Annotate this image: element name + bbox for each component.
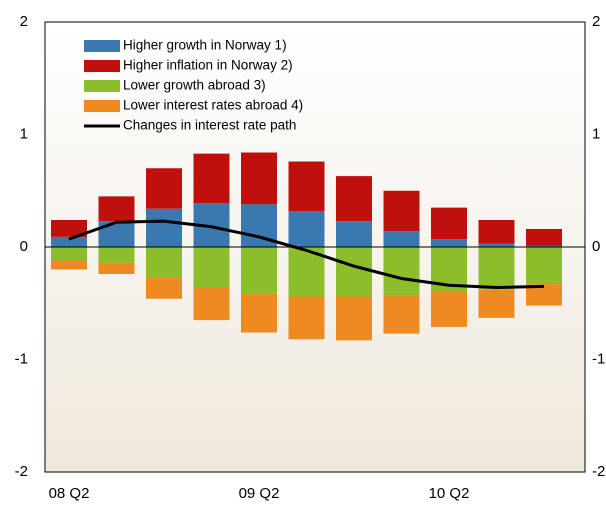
bar-segment [288, 161, 325, 211]
y-tick-label: 1 [20, 125, 28, 142]
bar-segment [51, 236, 87, 247]
legend-label: Lower growth abroad 3) [123, 78, 266, 93]
bar-segment [478, 220, 515, 244]
bar-segment [288, 296, 325, 340]
legend-swatch [84, 60, 120, 72]
bar-segment [51, 247, 87, 261]
bar-segment [146, 247, 182, 278]
y-tick-label: 2 [20, 13, 28, 30]
legend-label: Higher growth in Norway 1) [123, 38, 287, 53]
bar-segment [526, 229, 562, 246]
bar-segment [146, 208, 182, 247]
bar-segment [241, 293, 277, 333]
y2-tick-label: -2 [592, 463, 605, 480]
bar-segment [241, 152, 277, 205]
bar-segment [431, 207, 467, 240]
y2-tick-label: 0 [592, 238, 600, 255]
bar-segment [383, 231, 420, 247]
y-tick-label: 0 [20, 238, 28, 255]
bar-segment [146, 277, 182, 299]
y2-tick-label: 1 [592, 125, 600, 142]
bar-segment [526, 245, 562, 247]
x-tick-label: 08 Q2 [49, 485, 90, 502]
bar-segment [241, 247, 277, 294]
bar-segment [478, 243, 515, 247]
y-tick-label: -2 [15, 463, 28, 480]
bar-segment [431, 239, 467, 247]
legend-label: Changes in interest rate path [123, 118, 296, 133]
bar-segment [98, 221, 135, 247]
legend-label: Higher inflation in Norway 2) [123, 58, 293, 73]
bar-segment [526, 247, 562, 285]
bar-segment [146, 168, 182, 209]
bar-segment [336, 176, 372, 222]
bar-segment [383, 295, 420, 334]
bar-segment [51, 260, 87, 270]
legend-swatch [84, 80, 120, 92]
bar-segment [336, 221, 372, 247]
bar-segment [383, 190, 420, 232]
bar-segment [288, 211, 325, 247]
bar-segment [193, 247, 230, 288]
bar-segment [336, 247, 372, 297]
bar-segment [431, 292, 467, 327]
bar-segment [193, 153, 230, 204]
legend-label: Lower interest rates abroad 4) [123, 98, 303, 113]
bar-segment [383, 247, 420, 296]
bar-segment [98, 247, 135, 263]
y-tick-label: -1 [15, 350, 28, 367]
y2-tick-label: -1 [592, 350, 605, 367]
x-tick-label: 09 Q2 [239, 485, 280, 502]
y2-tick-label: 2 [592, 13, 600, 30]
bar-segment [98, 196, 135, 222]
line-series [68, 219, 545, 290]
bar-segment [478, 247, 515, 290]
bar-segment [336, 296, 372, 341]
legend-swatch [84, 40, 120, 52]
bar-segment [51, 220, 87, 237]
bar-segment [193, 287, 230, 321]
bar-segment [478, 289, 515, 318]
x-tick-label: 10 Q2 [429, 485, 470, 502]
plot-frame [44, 21, 586, 473]
bar-segment [526, 284, 562, 306]
bar-segment [98, 262, 135, 274]
legend-swatch [84, 100, 120, 112]
